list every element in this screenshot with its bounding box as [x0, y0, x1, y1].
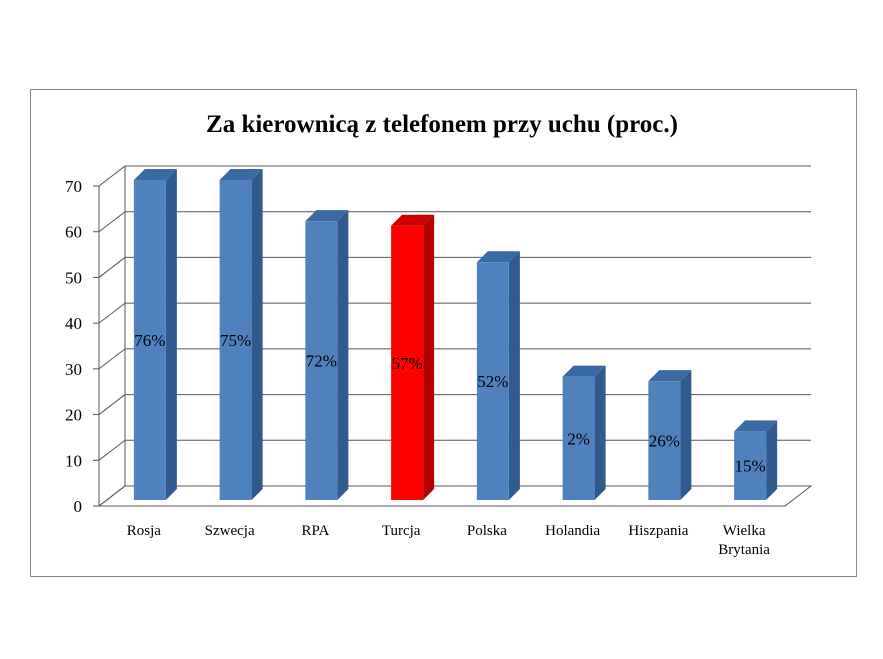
- bar-1: [219, 169, 263, 500]
- chart-title: Za kierownicą z telefonem przy uchu (pro…: [206, 111, 678, 138]
- bar-top-4: [476, 251, 520, 263]
- y-tick-label-7: 70: [65, 177, 82, 196]
- bar-3: [391, 214, 435, 500]
- x-tick-label-1: Szwecja: [205, 523, 255, 539]
- bar-front-5: [562, 376, 595, 500]
- bar-top-6: [648, 370, 692, 382]
- data-label-7: 15%: [735, 457, 766, 476]
- chart-axes: 0 10 20 30 40 50 60 70: [65, 177, 100, 516]
- bar-front-2: [305, 221, 338, 500]
- data-label-2: 72%: [306, 352, 337, 371]
- chart-grid: [97, 165, 813, 507]
- bar-top-0: [133, 169, 177, 180]
- bar-0: [133, 169, 177, 500]
- data-label-3: 57%: [392, 354, 423, 373]
- bar-front-0: [133, 180, 166, 500]
- data-label-0: 76%: [134, 331, 165, 350]
- bar-side-4: [508, 251, 520, 500]
- y-tick-label-3: 30: [65, 360, 82, 379]
- gridline-depth-6: [98, 211, 126, 233]
- x-tick-label-5: Holandia: [545, 523, 600, 539]
- bar-front-1: [219, 180, 252, 500]
- gridline-depth-3: [98, 348, 126, 370]
- bar-top-7: [734, 420, 778, 432]
- y-tick-label-6: 60: [65, 223, 82, 242]
- chart-bars: [133, 169, 778, 500]
- data-label-6: 26%: [649, 432, 680, 451]
- x-tick-label-2: RPA: [301, 523, 329, 539]
- bar-side-5: [594, 365, 606, 500]
- x-tick-label-7: Wielka Brytania: [718, 523, 770, 558]
- x-tick-label-6: Hiszpania: [628, 523, 688, 539]
- y-tick-label-1: 10: [65, 451, 82, 470]
- data-label-4: 52%: [477, 372, 508, 391]
- bar-2: [305, 210, 349, 500]
- x-tick-label-3: Turcja: [382, 523, 421, 539]
- chart-floor: [97, 485, 813, 507]
- bar-front-7: [734, 431, 767, 500]
- data-label-5: 2%: [567, 429, 590, 448]
- y-tick-label-5: 50: [65, 268, 82, 287]
- gridline-depth-4: [98, 302, 126, 324]
- bar-side-6: [680, 370, 692, 500]
- gridline-depth-5: [98, 257, 126, 278]
- bar-front-6: [648, 381, 681, 500]
- bar-top-5: [562, 365, 606, 377]
- bar-4: [476, 251, 520, 500]
- gridline-depth-2: [98, 394, 126, 415]
- bar-side-1: [251, 169, 263, 500]
- gridline-depth-7: [98, 165, 126, 187]
- data-label-1: 75%: [220, 331, 251, 350]
- x-tick-label-4: Polska: [467, 523, 507, 539]
- bar-top-3: [391, 214, 435, 226]
- bar-side-7: [766, 420, 778, 500]
- bar-side-3: [423, 214, 435, 500]
- y-tick-label-0: 0: [74, 497, 83, 516]
- bar-front-3: [391, 225, 424, 500]
- bar-6: [648, 370, 692, 500]
- x-tick-label-0: Rosja: [127, 523, 162, 539]
- y-tick-label-4: 40: [65, 314, 82, 333]
- bar-7: [734, 420, 778, 500]
- bar-side-2: [337, 210, 349, 500]
- chart-labels: 76% Rosja 75% Szwecja 72% RPA 57% Turcja 52% Pols…: [127, 331, 771, 558]
- gridline-depth-1: [98, 439, 126, 461]
- bar-front-4: [476, 262, 509, 500]
- bar-side-0: [165, 169, 177, 500]
- y-tick-label-2: 20: [65, 406, 82, 425]
- bar-top-2: [305, 210, 349, 222]
- bar-5: [562, 365, 606, 500]
- bar-top-1: [219, 169, 263, 180]
